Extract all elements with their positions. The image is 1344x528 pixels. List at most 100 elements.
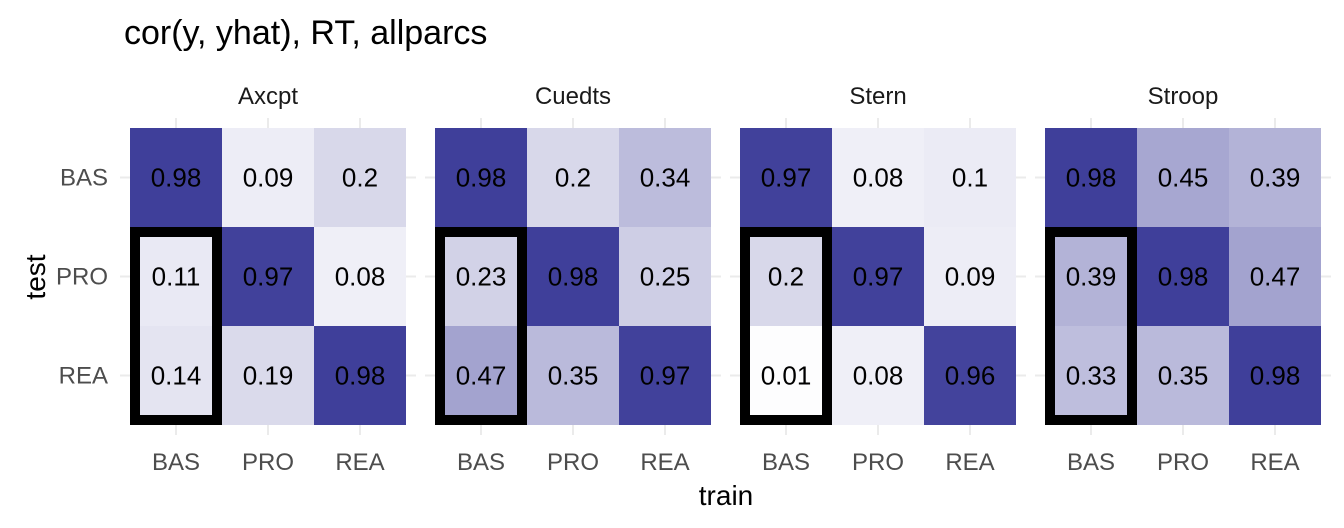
heatmap-cell-bas-rea bbox=[924, 128, 1016, 227]
cell-value-label: 0.2 bbox=[768, 262, 804, 292]
cell-value-label: 0.23 bbox=[456, 262, 507, 292]
cell-value-label: 0.97 bbox=[640, 361, 691, 391]
cell-value-label: 0.45 bbox=[1158, 163, 1209, 193]
heatmap-cell-rea-bas bbox=[435, 326, 527, 425]
x-tick-label-rea: REA bbox=[945, 449, 994, 476]
cell-value-label: 0.08 bbox=[335, 262, 386, 292]
heatmap-cell-rea-bas bbox=[1045, 326, 1137, 425]
cell-value-label: 0.35 bbox=[548, 361, 599, 391]
cell-value-label: 0.98 bbox=[1066, 163, 1117, 193]
heatmap-cell-bas-pro bbox=[527, 128, 619, 227]
cell-value-label: 0.2 bbox=[342, 163, 378, 193]
heatmap-cell-pro-rea bbox=[314, 227, 406, 326]
heatmap-cell-rea-pro bbox=[527, 326, 619, 425]
cell-value-label: 0.39 bbox=[1250, 163, 1301, 193]
x-tick-label-bas: BAS bbox=[762, 449, 810, 476]
heatmap-cell-rea-pro bbox=[1137, 326, 1229, 425]
cell-value-label: 0.25 bbox=[640, 262, 691, 292]
facet-strip-label: Stroop bbox=[1148, 83, 1219, 110]
x-tick-label-pro: PRO bbox=[1157, 449, 1209, 476]
heatmap-cell-rea-rea bbox=[924, 326, 1016, 425]
chart-title: cor(y, yhat), RT, allparcs bbox=[124, 14, 487, 52]
cell-value-label: 0.98 bbox=[456, 163, 507, 193]
heatmap-cell-bas-bas bbox=[1045, 128, 1137, 227]
cell-value-label: 0.97 bbox=[853, 262, 904, 292]
cell-value-label: 0.98 bbox=[151, 163, 202, 193]
heatmap-cell-rea-pro bbox=[832, 326, 924, 425]
x-tick-label-pro: PRO bbox=[547, 449, 599, 476]
heatmap-cell-pro-bas bbox=[435, 227, 527, 326]
cell-value-label: 0.33 bbox=[1066, 361, 1117, 391]
highlight-box bbox=[435, 227, 527, 425]
heatmap-cell-bas-bas bbox=[130, 128, 222, 227]
heatmap-cell-bas-bas bbox=[740, 128, 832, 227]
highlight-box bbox=[130, 227, 222, 425]
heatmap-cell-rea-bas bbox=[130, 326, 222, 425]
heatmap-cell-pro-bas bbox=[1045, 227, 1137, 326]
heatmap-cell-rea-rea bbox=[619, 326, 711, 425]
heatmap-cell-rea-rea bbox=[314, 326, 406, 425]
cell-value-label: 0.08 bbox=[853, 163, 904, 193]
facet-strip-label: Axcpt bbox=[238, 83, 298, 110]
heatmap-cell-bas-pro bbox=[832, 128, 924, 227]
heatmap-cell-pro-pro bbox=[1137, 227, 1229, 326]
cell-value-label: 0.1 bbox=[952, 163, 988, 193]
x-tick-label-pro: PRO bbox=[242, 449, 294, 476]
heatmap-cell-rea-rea bbox=[1229, 326, 1321, 425]
heatmap-cell-bas-bas bbox=[435, 128, 527, 227]
heatmap-cell-bas-pro bbox=[1137, 128, 1229, 227]
x-axis-title: train bbox=[699, 480, 753, 511]
y-tick-label-pro: PRO bbox=[56, 264, 108, 291]
cell-value-label: 0.01 bbox=[761, 361, 812, 391]
cell-value-label: 0.96 bbox=[945, 361, 996, 391]
cell-value-label: 0.39 bbox=[1066, 262, 1117, 292]
cell-value-label: 0.35 bbox=[1158, 361, 1209, 391]
facet-cuedts: Cuedts 0.98 0.2 0.34 0.23 0.98 0.25 0.47 0.35 0.9… bbox=[425, 83, 721, 476]
y-tick-label-bas: BAS bbox=[60, 165, 108, 192]
highlight-box bbox=[740, 227, 832, 425]
cell-value-label: 0.98 bbox=[548, 262, 599, 292]
cell-value-label: 0.19 bbox=[243, 361, 294, 391]
cell-value-label: 0.98 bbox=[1158, 262, 1209, 292]
x-tick-label-bas: BAS bbox=[1067, 449, 1115, 476]
facet-panels: BAS PRO REA Axcpt 0.98 0.09 0.2 0.11 0.97 0.08 0.1… bbox=[56, 83, 1331, 476]
heatmap-cell-bas-rea bbox=[619, 128, 711, 227]
heatmap-cell-pro-bas bbox=[130, 227, 222, 326]
cell-value-label: 0.09 bbox=[945, 262, 996, 292]
facet-stern: Stern 0.97 0.08 0.1 0.2 0.97 0.09 0.01 0.08 0.96 B… bbox=[730, 83, 1026, 476]
x-tick-label-bas: BAS bbox=[152, 449, 200, 476]
highlight-box bbox=[1045, 227, 1137, 425]
x-tick-label-rea: REA bbox=[640, 449, 689, 476]
facet-strip-label: Stern bbox=[849, 83, 906, 110]
y-axis-title: test bbox=[20, 254, 51, 299]
cell-value-label: 0.98 bbox=[1250, 361, 1301, 391]
cell-value-label: 0.08 bbox=[853, 361, 904, 391]
cell-value-label: 0.09 bbox=[243, 163, 294, 193]
cell-value-label: 0.98 bbox=[335, 361, 386, 391]
cell-value-label: 0.47 bbox=[456, 361, 507, 391]
heatmap-cell-bas-rea bbox=[314, 128, 406, 227]
heatmap-cell-rea-pro bbox=[222, 326, 314, 425]
heatmap-cell-bas-pro bbox=[222, 128, 314, 227]
heatmap-cell-pro-pro bbox=[527, 227, 619, 326]
cell-value-label: 0.2 bbox=[555, 163, 591, 193]
cell-value-label: 0.47 bbox=[1250, 262, 1301, 292]
cell-value-label: 0.97 bbox=[243, 262, 294, 292]
heatmap-cell-bas-rea bbox=[1229, 128, 1321, 227]
x-tick-label-bas: BAS bbox=[457, 449, 505, 476]
x-tick-label-pro: PRO bbox=[852, 449, 904, 476]
heatmap-cell-pro-rea bbox=[1229, 227, 1321, 326]
x-tick-label-rea: REA bbox=[1250, 449, 1299, 476]
heatmap-cell-pro-bas bbox=[740, 227, 832, 326]
x-tick-label-rea: REA bbox=[335, 449, 384, 476]
heatmap-cell-rea-bas bbox=[740, 326, 832, 425]
cell-value-label: 0.14 bbox=[151, 361, 202, 391]
heatmap-cell-pro-pro bbox=[222, 227, 314, 326]
heatmap-cell-pro-rea bbox=[619, 227, 711, 326]
facet-axcpt: Axcpt 0.98 0.09 0.2 0.11 0.97 0.08 0.14 0.19 0.98… bbox=[120, 83, 416, 476]
cell-value-label: 0.97 bbox=[761, 163, 812, 193]
cell-value-label: 0.34 bbox=[640, 163, 691, 193]
heatmap-cell-pro-pro bbox=[832, 227, 924, 326]
y-tick-label-rea: REA bbox=[59, 363, 108, 390]
